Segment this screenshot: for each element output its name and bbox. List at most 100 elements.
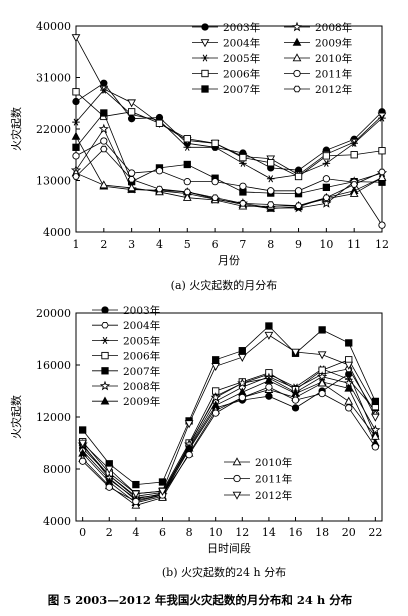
data-point	[350, 181, 358, 188]
legend-label: 2011年	[255, 473, 292, 486]
legend: 2003年 2004年 2005年 2006年 2007年 2008年 2009年	[92, 304, 160, 408]
data-point	[72, 173, 80, 180]
data-point	[210, 392, 221, 402]
data-point	[185, 451, 193, 459]
y-tick-label: 12000	[36, 411, 71, 424]
data-point	[127, 99, 136, 108]
legend-label: 2004年	[123, 319, 160, 332]
x-tick-label: 6	[212, 238, 219, 251]
x-tick-label: 2	[106, 526, 113, 539]
data-point	[267, 159, 275, 167]
x-tick-label: 8	[267, 238, 274, 251]
data-point	[350, 139, 358, 147]
series-line	[82, 334, 376, 495]
legend-marker	[293, 85, 301, 93]
data-point	[211, 194, 219, 201]
x-tick-label: 12	[235, 526, 249, 539]
data-point	[239, 182, 247, 190]
data-point	[318, 326, 326, 334]
data-point	[239, 153, 247, 162]
data-point	[155, 167, 164, 175]
data-point	[72, 97, 80, 106]
data-point	[127, 176, 136, 183]
data-point	[127, 169, 136, 177]
y-axis-label: 火灾起数	[9, 107, 23, 151]
legend-marker	[201, 69, 209, 78]
data-point	[98, 123, 109, 134]
figure-caption: 图 5 2003—2012 年我国火灾起数的月分布和 24 h 分布	[48, 593, 353, 607]
legend-marker	[232, 457, 242, 466]
data-point	[72, 118, 80, 126]
series-5	[70, 123, 388, 213]
legend-label: 2008年	[123, 380, 160, 393]
x-axis-label: 日时间段	[207, 541, 251, 555]
x-tick-label: 10	[209, 526, 223, 539]
series-line	[75, 89, 383, 180]
data-point	[183, 135, 191, 143]
data-point	[105, 483, 113, 491]
series-3	[72, 88, 386, 181]
data-point	[267, 201, 275, 208]
legend-label: 2010年	[255, 456, 292, 469]
data-point	[294, 202, 303, 209]
chart-b-hourly: 0 2 4 6 8 10 12 14 16 18 20 22 4000 8000 12000 16000 200…	[9, 304, 383, 555]
x-tick-label: 16	[289, 526, 303, 539]
x-tick-label: 6	[159, 526, 166, 539]
data-point	[265, 392, 273, 400]
data-point	[183, 177, 191, 186]
data-point	[318, 389, 326, 398]
legend-marker	[232, 491, 242, 500]
x-tick-label: 14	[262, 526, 276, 539]
data-point	[211, 177, 219, 186]
series-9	[78, 331, 380, 499]
legend: 2010年 2011年 2012年	[224, 456, 292, 502]
legend-marker	[292, 53, 302, 62]
legend-label: 2007年	[223, 83, 260, 96]
data-point	[349, 188, 359, 197]
data-point	[183, 188, 191, 196]
series-line	[75, 91, 383, 177]
data-point	[71, 131, 81, 140]
data-point	[350, 151, 358, 159]
data-point	[155, 185, 164, 193]
legend-marker	[293, 69, 301, 78]
x-tick-label: 4	[156, 238, 163, 251]
data-point	[370, 431, 380, 440]
data-point	[239, 200, 247, 207]
x-tick-label: 20	[342, 526, 356, 539]
x-tick-label: 0	[79, 526, 86, 539]
legend-label: 2004年	[223, 37, 260, 50]
data-point	[322, 159, 331, 167]
data-point	[291, 404, 300, 412]
series-8	[79, 383, 379, 506]
y-tick-label: 22000	[36, 123, 71, 136]
x-tick-label: 22	[368, 526, 382, 539]
data-point	[291, 348, 300, 357]
data-point	[267, 187, 275, 195]
data-point	[317, 378, 327, 387]
data-point	[79, 457, 87, 465]
series-9	[72, 145, 386, 209]
x-tick-label: 12	[375, 238, 389, 251]
legend-marker	[101, 351, 109, 360]
series-2	[72, 86, 386, 183]
data-point	[211, 139, 219, 147]
chart-a-caption: (a) 火灾起数的月分布	[171, 278, 278, 292]
y-tick-label: 20000	[36, 307, 71, 320]
data-point	[345, 404, 353, 412]
data-point	[127, 183, 136, 192]
data-point	[99, 180, 109, 189]
data-point	[370, 424, 381, 435]
series-line	[75, 172, 383, 207]
data-point	[104, 465, 114, 474]
data-point	[371, 397, 379, 406]
x-tick-label: 8	[186, 526, 193, 539]
legend-marker	[233, 474, 241, 483]
x-tick-label: 2	[100, 238, 107, 251]
legend-marker	[100, 396, 110, 405]
data-point	[127, 108, 136, 116]
series-7	[71, 168, 387, 210]
data-point	[345, 339, 353, 347]
series-line	[82, 382, 376, 506]
